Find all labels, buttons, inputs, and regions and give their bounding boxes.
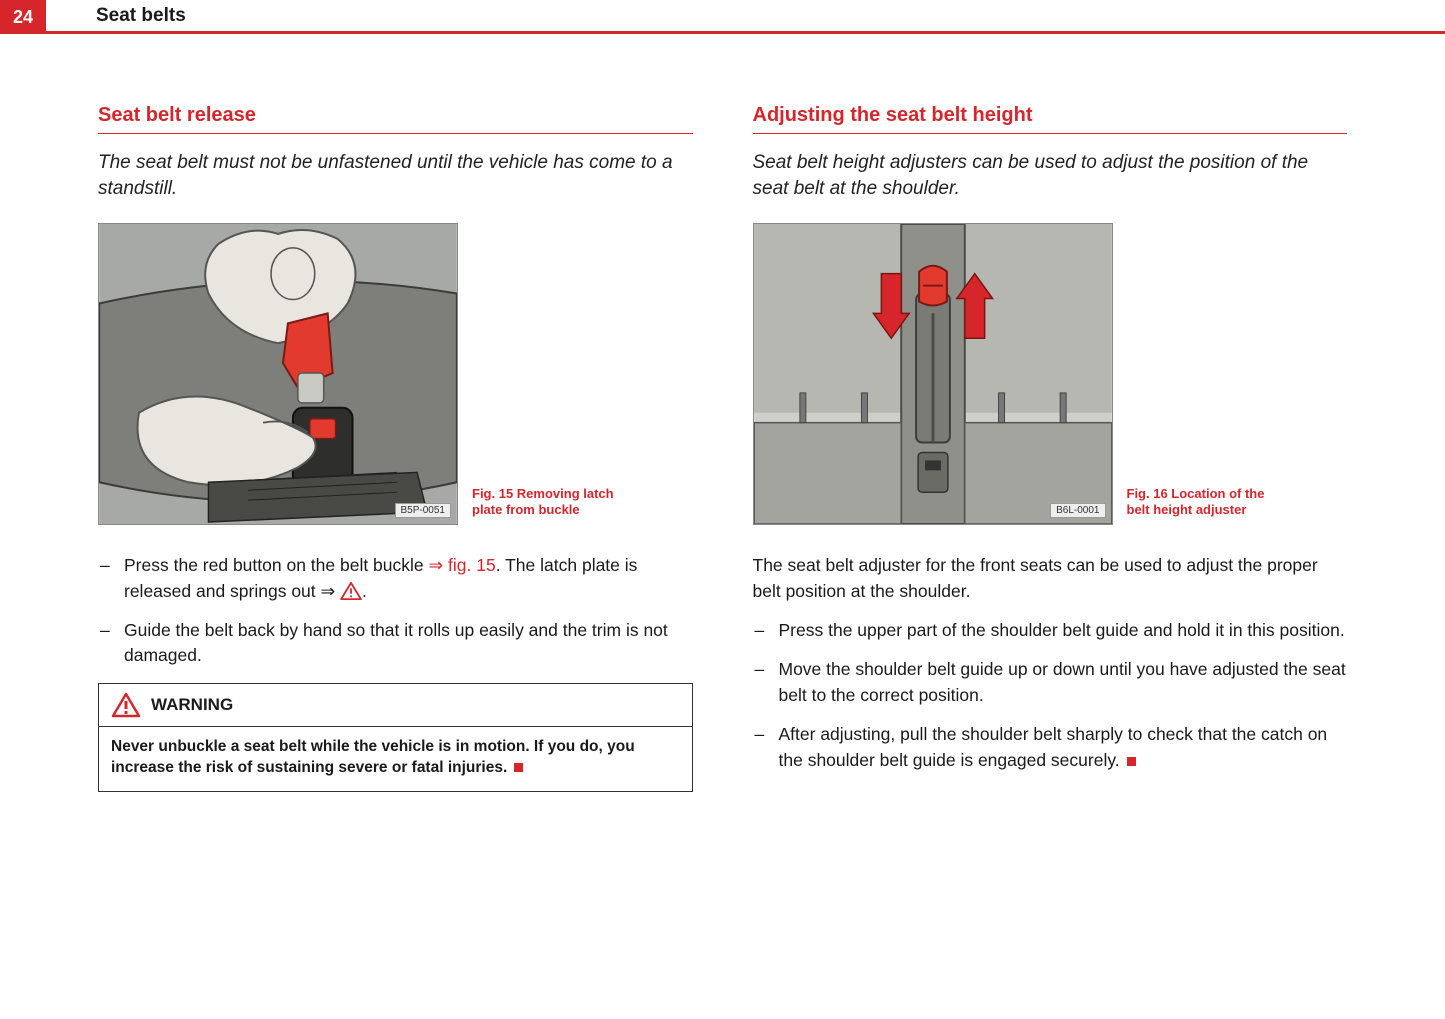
bullet: – Press the upper part of the shoulder b… (753, 618, 1348, 643)
warning-triangle-icon (111, 692, 141, 718)
page-header: 24 Seat belts (0, 0, 1445, 34)
body-text-right: The seat belt adjuster for the front sea… (753, 553, 1348, 604)
bullet-dash: – (753, 657, 779, 708)
header-title: Seat belts (46, 0, 1445, 34)
bullet-tail: . (362, 581, 367, 601)
bullet-dash: – (753, 722, 779, 773)
figure-ref-link[interactable]: ⇒ fig. 15 (429, 555, 496, 575)
bullet-text: Press the upper part of the shoulder bel… (779, 618, 1348, 643)
figure-16: B6L-0001 (753, 223, 1113, 525)
figure-16-caption: Fig. 16 Location of the belt height adju… (1127, 486, 1277, 526)
bullet-pre: Press the red button on the belt buckle (124, 555, 429, 575)
right-column: Adjusting the seat belt height Seat belt… (753, 104, 1348, 792)
figure-15: B5P-0051 (98, 223, 458, 525)
section-title-left: Seat belt release (98, 104, 693, 134)
left-column: Seat belt release The seat belt must not… (98, 104, 693, 792)
section-title-right: Adjusting the seat belt height (753, 104, 1348, 134)
warning-body-text: Never unbuckle a seat belt while the veh… (111, 738, 635, 776)
figure-16-id: B6L-0001 (1050, 503, 1105, 518)
intro-right: Seat belt height adjusters can be used t… (753, 150, 1348, 201)
bullet: – Guide the belt back by hand so that it… (98, 618, 693, 669)
figure-16-row: B6L-0001 Fig. 16 Location of the belt he… (753, 223, 1348, 525)
warning-body: Never unbuckle a seat belt while the veh… (99, 727, 692, 791)
warning-header: WARNING (99, 684, 692, 727)
bullet: – Move the shoulder belt guide up or dow… (753, 657, 1348, 708)
end-marker-icon (514, 763, 523, 772)
bullet-text: Move the shoulder belt guide up or down … (779, 657, 1348, 708)
figure-15-id: B5P-0051 (395, 503, 451, 518)
bullet-text: After adjusting, pull the shoulder belt … (779, 722, 1348, 773)
intro-left: The seat belt must not be unfastened unt… (98, 150, 693, 201)
figure-16-illustration (754, 224, 1112, 524)
figure-15-row: B5P-0051 Fig. 15 Removing latch plate fr… (98, 223, 693, 525)
bullet-dash: – (753, 618, 779, 643)
figure-15-caption: Fig. 15 Removing latch plate from buckle (472, 486, 622, 526)
end-marker-icon (1127, 757, 1136, 766)
page-content: Seat belt release The seat belt must not… (0, 34, 1445, 792)
figure-15-illustration (99, 224, 457, 524)
bullet-dash: – (98, 553, 124, 604)
warning-box: WARNING Never unbuckle a seat belt while… (98, 683, 693, 792)
warning-label: WARNING (151, 695, 233, 715)
bullet: – Press the red button on the belt buckl… (98, 553, 693, 604)
bullet: – After adjusting, pull the shoulder bel… (753, 722, 1348, 773)
bullet-text: Press the red button on the belt buckle … (124, 553, 693, 604)
page-number: 24 (0, 0, 46, 34)
bullet-text-inner: After adjusting, pull the shoulder belt … (779, 724, 1328, 769)
warning-icon (340, 582, 362, 600)
bullet-dash: – (98, 618, 124, 669)
bullet-text: Guide the belt back by hand so that it r… (124, 618, 693, 669)
